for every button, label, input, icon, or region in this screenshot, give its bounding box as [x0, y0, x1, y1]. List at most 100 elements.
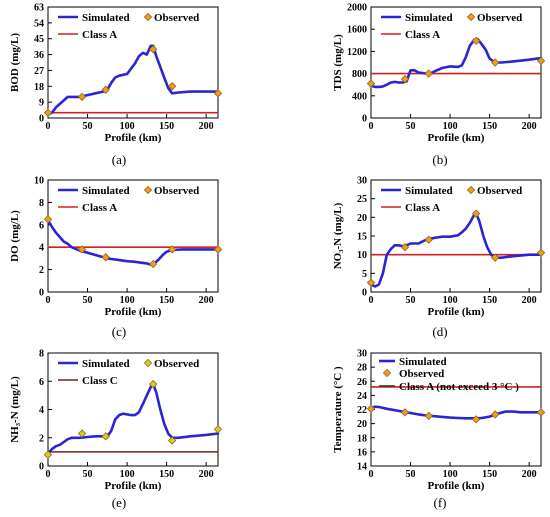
x-tick-label: 0	[46, 469, 51, 480]
y-tick-label: 0	[362, 114, 367, 125]
y-tick-label: 800	[352, 69, 367, 80]
legend-standard-label: Class C	[82, 375, 118, 387]
observed-point	[148, 379, 158, 389]
x-tick-label: 200	[522, 121, 537, 132]
x-tick-label: 200	[522, 469, 537, 480]
observed-point	[213, 245, 223, 254]
observed-point	[167, 436, 177, 445]
x-tick-label: 50	[83, 295, 93, 306]
y-tick-label: 16	[357, 447, 367, 458]
x-axis-label: Profile (km)	[428, 306, 485, 318]
x-axis-label: Profile (km)	[428, 480, 485, 492]
y-tick-label: 2	[39, 265, 44, 276]
legend-standard-label: Class A	[82, 202, 117, 214]
observed-point	[213, 425, 223, 434]
x-tick-label: 0	[369, 469, 374, 480]
y-tick-label: 10	[34, 176, 44, 187]
y-tick-label: 0	[39, 114, 44, 125]
y-tick-label: 30	[357, 349, 367, 360]
observed-point	[148, 45, 158, 54]
y-axis-label: Temperature (°C )	[332, 366, 344, 453]
chart-panel-d: 0 5 10 15 20 25 30 0 50 100 150 200 Profile (km) NO₃-…	[332, 176, 546, 339]
observed-point	[400, 408, 410, 417]
y-tick-label: 22	[357, 405, 367, 416]
chart-panel-f: 14 16 18 20 22 24 26 28 30 0 50 100 150 200 Profile (k…	[332, 349, 546, 510]
x-tick-label: 100	[120, 295, 135, 306]
x-tick-label: 0	[369, 121, 374, 132]
y-tick-label: 8	[39, 349, 44, 360]
observed-point	[536, 408, 546, 417]
observed-point	[77, 245, 87, 254]
x-tick-label: 150	[482, 295, 497, 306]
x-tick-label: 0	[46, 295, 51, 306]
plot-frame	[47, 6, 219, 119]
legend-standard-label: Class A	[405, 29, 440, 41]
observed-point	[101, 253, 110, 262]
simulated-series-line	[46, 44, 220, 116]
y-tick-label: 10	[357, 250, 367, 261]
x-tick-label: 150	[482, 121, 497, 132]
x-tick-label: 150	[482, 469, 497, 480]
y-tick-label: 4	[39, 405, 44, 416]
legend-observed-label: Observed	[399, 368, 444, 380]
observed-point	[536, 56, 546, 66]
observed-point	[167, 245, 177, 254]
x-tick-label: 50	[83, 121, 93, 132]
y-tick-label: 15	[357, 232, 367, 243]
y-tick-label: 24	[357, 391, 367, 402]
observed-point	[43, 215, 53, 224]
x-tick-label: 200	[199, 121, 214, 132]
y-tick-label: 1600	[347, 25, 367, 36]
y-tick-label: 0	[362, 288, 367, 299]
y-tick-label: 14	[357, 462, 367, 473]
y-axis-label: BOD (mg/L)	[9, 33, 21, 92]
observed-point	[471, 209, 481, 218]
observed-point	[366, 278, 376, 287]
observed-point	[536, 248, 546, 257]
y-tick-label: 20	[357, 213, 367, 224]
y-tick-label: 9	[39, 98, 44, 109]
x-tick-label: 50	[406, 469, 416, 480]
x-axis-label: Profile (km)	[105, 480, 162, 492]
x-tick-label: 100	[120, 469, 135, 480]
y-tick-label: 0	[39, 462, 44, 473]
legend-observed-label: Observed	[154, 358, 199, 370]
plot-frame	[47, 179, 219, 293]
legend-observed-label: Observed	[477, 185, 522, 197]
legend-observed-swatch	[466, 12, 476, 22]
observed-point	[77, 429, 87, 438]
legend-standard-label: Class A	[405, 202, 440, 214]
y-axis-label: NO₃-N (mg/L)	[332, 202, 344, 269]
y-tick-label: 45	[34, 34, 44, 45]
y-tick-label: 54	[34, 18, 44, 29]
observed-point	[400, 74, 410, 84]
panel-caption: (d)	[432, 324, 447, 339]
observed-point	[213, 89, 223, 98]
legend-observed-label: Observed	[154, 12, 199, 24]
observed-point	[77, 92, 87, 102]
y-tick-label: 8	[39, 198, 44, 209]
legend-observed-swatch	[143, 12, 153, 22]
panel-caption: (f)	[434, 495, 447, 510]
y-axis-label: TDS (mg/L)	[332, 34, 344, 91]
y-tick-label: 0	[39, 288, 44, 299]
legend-simulated-label: Simulated	[405, 185, 453, 197]
observed-point	[490, 410, 500, 419]
y-tick-label: 26	[357, 377, 367, 388]
observed-point	[471, 36, 481, 46]
observed-point	[366, 404, 376, 413]
panel-caption: (a)	[112, 152, 126, 167]
simulated-series-line	[46, 219, 220, 266]
x-axis-label: Profile (km)	[428, 132, 485, 144]
x-tick-label: 0	[369, 295, 374, 306]
panel-caption: (b)	[432, 152, 447, 167]
legend-simulated-label: Simulated	[82, 358, 130, 370]
legend-observed-label: Observed	[154, 185, 199, 197]
panel-caption: (e)	[112, 495, 126, 510]
x-axis-label: Profile (km)	[105, 306, 162, 318]
x-tick-label: 50	[83, 469, 93, 480]
chart-panel-a: 0 9 18 27 36 45 54 63 0 50 100 150 200 Profile (km) BO…	[9, 3, 223, 167]
y-axis-label: NH₃-N (mg/L)	[9, 376, 21, 443]
observed-point	[490, 253, 500, 262]
